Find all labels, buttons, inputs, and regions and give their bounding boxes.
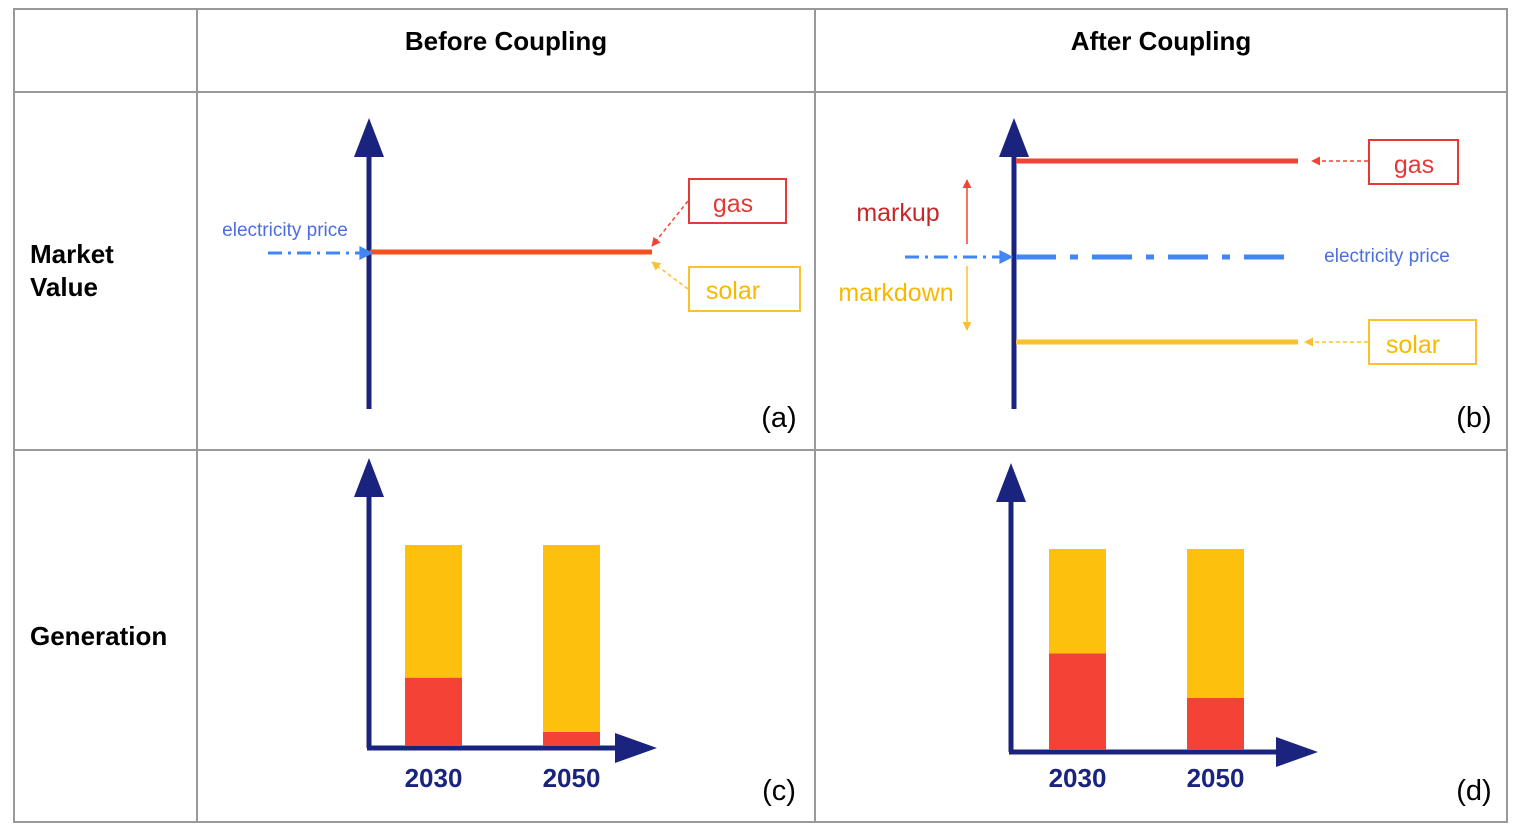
solar-box-a [688,266,801,312]
price-label-a: electricity price [222,220,348,241]
header-before-coupling: Before Coupling [404,26,608,56]
x-tick-label-d-2050: 2050 [1187,763,1245,793]
gas-box-b [1368,139,1459,185]
bar-gas-d-2030 [1049,653,1106,750]
table-border [13,8,1508,823]
bar-solar-c-2050 [543,545,600,732]
solar-label-b: solar [1386,331,1440,359]
panel-d: 2030 2050 (d) [996,463,1492,807]
x-tick-label-c-2050: 2050 [543,763,601,793]
x-axis-arrowhead-c [615,733,657,763]
header-after-coupling: After Coupling [1070,26,1252,56]
solar-pointer-a [651,261,689,290]
row-label-market-value: Market Value [30,239,114,302]
y-axis-arrowhead-d [996,463,1026,502]
bars-d: 2030 2050 [1049,549,1245,793]
y-axis-arrowhead-a [354,118,384,157]
panel-c: 2030 2050 (c) [354,458,796,807]
bar-solar-c-2030 [405,545,462,678]
gas-label-a: gas [713,190,753,218]
table-grid [13,8,1508,823]
solar-box-b [1368,319,1477,365]
solar-label-a: solar [706,277,760,305]
bars-c: 2030 2050 [405,545,601,793]
x-tick-label-c-2030: 2030 [405,763,463,793]
markup-label: markup [856,199,939,227]
x-tick-label-d-2030: 2030 [1049,763,1107,793]
panel-tag-d: (d) [1456,775,1491,807]
gas-pointer-a [651,200,689,247]
y-axis-arrowhead-c [354,458,384,497]
gas-box-a [688,178,787,224]
y-axis-arrowhead-b [999,118,1029,157]
x-axis-arrowhead-d [1276,737,1318,767]
panel-a: electricity price gas solar (a) [222,118,801,434]
bar-solar-d-2030 [1049,549,1106,654]
price-label-b: electricity price [1324,246,1450,267]
bar-gas-c-2030 [405,677,462,746]
panel-tag-b: (b) [1456,402,1491,434]
panel-b: electricity price markup markdown gas so… [838,118,1492,434]
bar-solar-d-2050 [1187,549,1244,698]
bar-gas-d-2050 [1187,697,1244,750]
panel-tag-c: (c) [762,775,796,807]
gas-label-b: gas [1394,151,1434,179]
panel-tag-a: (a) [761,402,796,434]
markdown-label: markdown [838,279,953,307]
bar-gas-c-2050 [543,731,600,746]
row-label-generation: Generation [30,621,168,651]
